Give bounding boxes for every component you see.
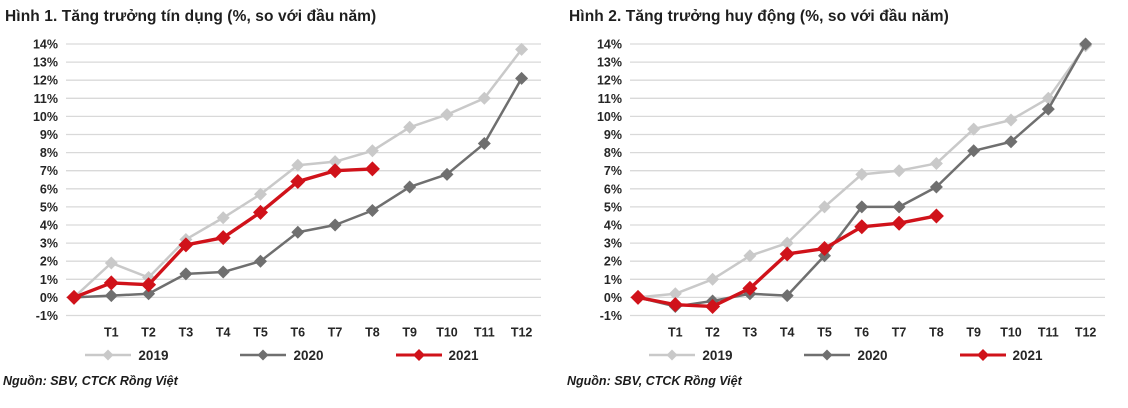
legend-label: 2020 [293, 347, 324, 363]
svg-text:T4: T4 [780, 326, 795, 340]
chart-title: Hình 2. Tăng trưởng huy động (%, so với … [569, 8, 949, 25]
legend-item-2020: 2020 [804, 347, 888, 363]
svg-text:12%: 12% [33, 74, 58, 88]
chart-legend: 2019 2020 2021 [564, 345, 1128, 365]
svg-text:T10: T10 [1000, 326, 1022, 340]
svg-text:T3: T3 [179, 326, 194, 340]
credit-growth-line-chart: 14% 13% 12% 11% 10% 9% 8% 7% 6% 5% 4% 3% 2% 1% 0% -1% T1… [33, 38, 541, 340]
svg-text:T9: T9 [966, 326, 981, 340]
svg-text:T2: T2 [705, 326, 720, 340]
svg-text:T5: T5 [253, 326, 268, 340]
legend-line-marker-icon [959, 349, 1006, 361]
svg-text:6%: 6% [40, 182, 58, 196]
svg-text:6%: 6% [604, 182, 622, 196]
svg-text:2%: 2% [604, 255, 622, 269]
legend-item-2021: 2021 [959, 347, 1043, 363]
legend-item-2019: 2019 [85, 348, 168, 363]
svg-text:10%: 10% [597, 110, 622, 124]
chart-panel-credit-growth: Hình 1. Tăng trưởng tín dụng (%, so với … [0, 8, 564, 388]
svg-text:9%: 9% [40, 128, 58, 142]
svg-text:13%: 13% [33, 56, 58, 70]
svg-text:-1%: -1% [36, 309, 58, 323]
legend-label: 2019 [138, 347, 169, 363]
legend-line-marker-icon [395, 349, 442, 361]
svg-text:3%: 3% [604, 237, 622, 251]
svg-text:T6: T6 [291, 326, 306, 340]
svg-text:5%: 5% [604, 200, 622, 214]
deposit-growth-line-chart: 14% 13% 12% 11% 10% 9% 8% 7% 6% 5% 4% 3% 2% 1% 0% -1% T1… [597, 37, 1105, 340]
svg-text:T3: T3 [743, 326, 758, 340]
legend-label: 2021 [1012, 347, 1043, 363]
chart-source: Nguồn: SBV, CTCK Rồng Việt [567, 374, 742, 388]
svg-text:T5: T5 [817, 326, 832, 340]
svg-text:9%: 9% [604, 128, 622, 142]
legend-item-2019: 2019 [649, 348, 732, 363]
svg-text:4%: 4% [604, 219, 622, 233]
legend-line-marker-icon [240, 349, 287, 361]
svg-text:T4: T4 [216, 326, 231, 340]
legend-label: 2020 [857, 347, 888, 363]
chart-panel-deposit-growth: Hình 2. Tăng trưởng huy động (%, so với … [564, 0, 1128, 408]
chart-title: Hình 1. Tăng trưởng tín dụng (%, so với … [5, 8, 377, 25]
svg-text:5%: 5% [40, 200, 58, 214]
svg-text:7%: 7% [40, 164, 58, 178]
svg-text:3%: 3% [40, 237, 58, 251]
legend-line-marker-icon [804, 349, 851, 361]
svg-text:14%: 14% [597, 38, 622, 52]
svg-text:0%: 0% [604, 291, 622, 305]
svg-text:1%: 1% [604, 273, 622, 287]
svg-text:T12: T12 [511, 326, 533, 340]
svg-text:10%: 10% [33, 110, 58, 124]
svg-text:T8: T8 [929, 326, 944, 340]
svg-text:T2: T2 [141, 326, 156, 340]
svg-text:2%: 2% [40, 255, 58, 269]
svg-text:7%: 7% [604, 164, 622, 178]
chart-source: Nguồn: SBV, CTCK Rồng Việt [3, 374, 178, 388]
svg-text:T12: T12 [1075, 326, 1097, 340]
svg-text:-1%: -1% [600, 309, 622, 323]
svg-text:T10: T10 [436, 326, 458, 340]
svg-text:12%: 12% [597, 74, 622, 88]
svg-text:14%: 14% [33, 38, 58, 52]
svg-text:T7: T7 [328, 326, 343, 340]
svg-text:13%: 13% [597, 56, 622, 70]
svg-text:8%: 8% [40, 146, 58, 160]
svg-text:T11: T11 [474, 326, 495, 340]
svg-text:4%: 4% [40, 219, 58, 233]
legend-line-marker-icon [649, 349, 696, 361]
svg-text:8%: 8% [604, 146, 622, 160]
svg-text:T7: T7 [892, 326, 907, 340]
svg-text:T1: T1 [668, 326, 683, 340]
legend-item-2021: 2021 [395, 347, 479, 363]
svg-text:T1: T1 [104, 326, 119, 340]
svg-text:T6: T6 [855, 326, 870, 340]
svg-text:T9: T9 [402, 326, 417, 340]
legend-label: 2021 [448, 347, 479, 363]
legend-item-2020: 2020 [240, 347, 324, 363]
chart-legend: 2019 2020 2021 [0, 345, 564, 365]
svg-text:T8: T8 [365, 326, 380, 340]
svg-text:T11: T11 [1038, 326, 1059, 340]
svg-text:11%: 11% [598, 92, 622, 106]
svg-text:1%: 1% [40, 273, 58, 287]
svg-text:0%: 0% [40, 291, 58, 305]
legend-line-marker-icon [85, 349, 132, 361]
svg-text:11%: 11% [34, 92, 58, 106]
legend-label: 2019 [702, 347, 733, 363]
